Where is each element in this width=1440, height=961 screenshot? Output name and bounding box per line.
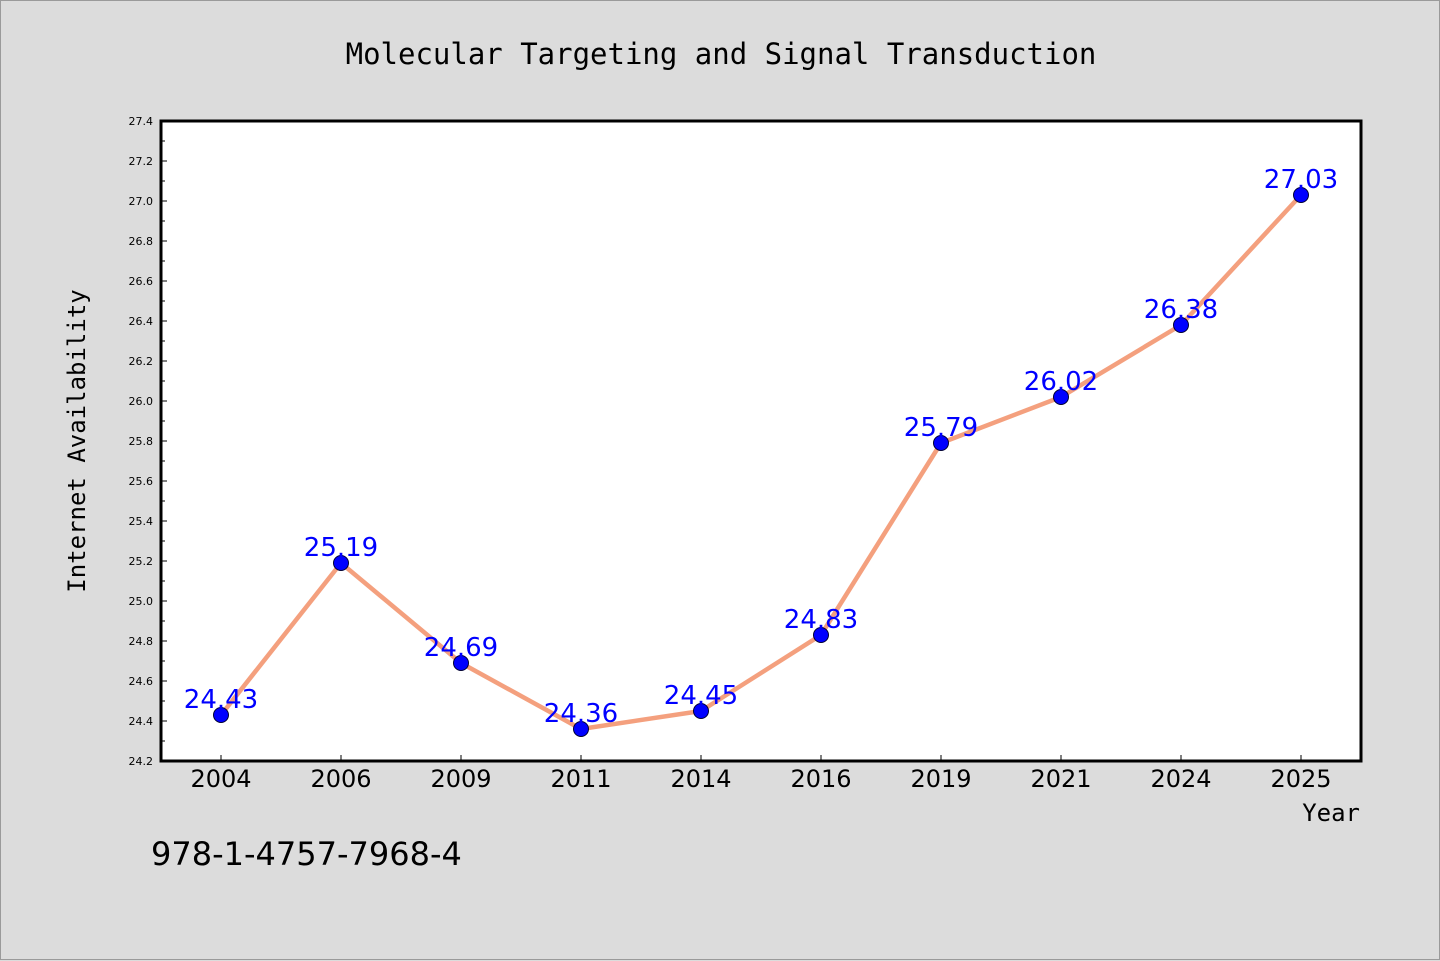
data-label: 24.69 <box>424 633 498 663</box>
x-tick-label: 2006 <box>310 765 371 793</box>
data-series <box>213 187 1309 737</box>
y-tick-label: 25.4 <box>129 515 154 528</box>
y-tick-label: 27.0 <box>129 195 154 208</box>
y-tick-label: 26.4 <box>129 315 154 328</box>
data-point <box>333 555 349 571</box>
data-label: 24.83 <box>784 605 858 635</box>
y-tick-label: 26.6 <box>129 275 154 288</box>
x-tick-label: 2004 <box>190 765 251 793</box>
y-tick-label: 24.8 <box>129 635 154 648</box>
x-tick-label: 2021 <box>1030 765 1091 793</box>
data-point <box>1173 317 1189 333</box>
data-point <box>1053 389 1069 405</box>
data-label: 24.45 <box>664 681 738 711</box>
data-point <box>213 707 229 723</box>
chart-title: Molecular Targeting and Signal Transduct… <box>346 37 1097 71</box>
data-point <box>813 627 829 643</box>
data-point <box>933 435 949 451</box>
data-label: 25.79 <box>904 413 978 443</box>
data-label: 27.03 <box>1264 165 1338 195</box>
y-tick-label: 25.2 <box>129 555 154 568</box>
data-label: 24.43 <box>184 685 258 715</box>
y-axis-ticks: 24.2 24.4 24.6 24.8 25.0 25.2 25.4 25.6 25.8 26.0… <box>129 115 167 768</box>
y-axis-label: Internet Availability <box>63 289 91 592</box>
x-tick-label: 2024 <box>1150 765 1211 793</box>
x-tick-label: 2009 <box>430 765 491 793</box>
y-tick-label: 24.6 <box>129 675 154 688</box>
data-point <box>453 655 469 671</box>
data-point <box>573 721 589 737</box>
x-axis-label: Year <box>1302 799 1360 827</box>
plot-area <box>159 119 1363 763</box>
data-point <box>1293 187 1309 203</box>
y-tick-label: 26.8 <box>129 235 154 248</box>
x-tick-label: 2014 <box>670 765 731 793</box>
isbn-footnote: 978-1-4757-7968-4 <box>151 835 462 873</box>
x-tick-label: 2016 <box>790 765 851 793</box>
data-point <box>693 703 709 719</box>
data-label: 26.38 <box>1144 295 1218 325</box>
data-labels: 24.43 25.19 24.69 24.36 24.45 24.83 25.79 26.02… <box>184 165 1338 729</box>
y-tick-label: 25.0 <box>129 595 154 608</box>
data-label: 24.36 <box>544 699 618 729</box>
y-tick-label: 24.4 <box>129 715 154 728</box>
data-label: 26.02 <box>1024 367 1098 397</box>
data-label: 25.19 <box>304 533 378 563</box>
x-axis-ticks: 2004 2006 2009 2011 2014 2016 2019 2021 2024 2025 <box>190 755 1332 793</box>
y-tick-label: 27.4 <box>129 115 154 128</box>
y-tick-label: 27.2 <box>129 155 154 168</box>
y-tick-label: 26.2 <box>129 355 154 368</box>
x-tick-label: 2019 <box>910 765 971 793</box>
x-tick-label: 2025 <box>1270 765 1331 793</box>
y-tick-label: 25.6 <box>129 475 154 488</box>
y-tick-label: 25.8 <box>129 435 154 448</box>
y-tick-label: 26.0 <box>129 395 154 408</box>
y-tick-label: 24.2 <box>129 755 154 768</box>
x-tick-label: 2011 <box>550 765 611 793</box>
series-line <box>218 192 1304 732</box>
